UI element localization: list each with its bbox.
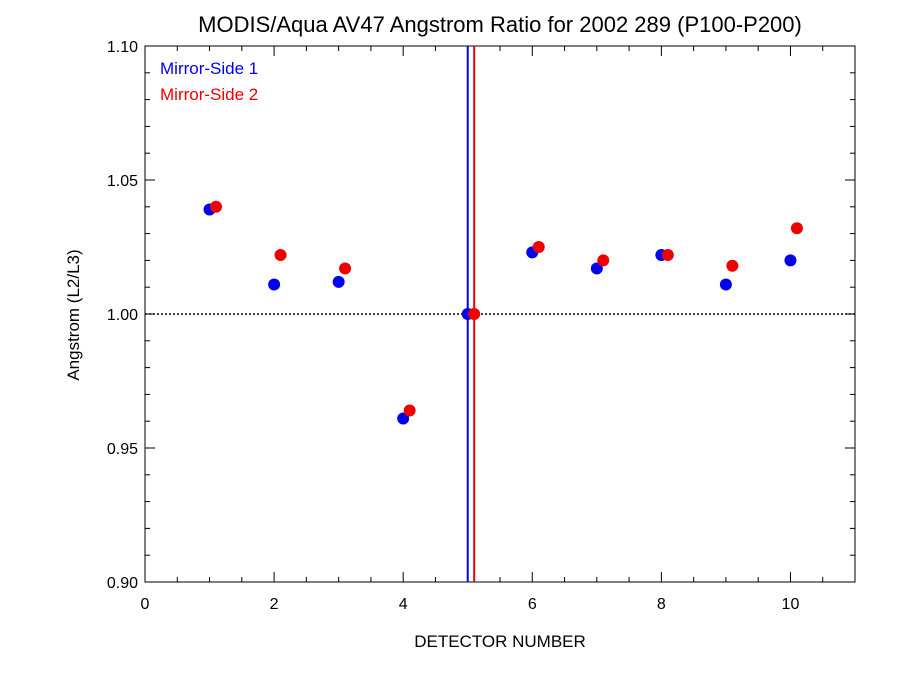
data-point-series-2 [274, 249, 287, 262]
y-tick-label: 0.90 [107, 575, 138, 592]
data-point-series-2 [661, 249, 674, 262]
data-point-series-2 [726, 259, 739, 272]
data-point-series-1 [397, 412, 410, 425]
x-tick-label: 2 [270, 596, 279, 613]
data-point-series-1 [719, 278, 732, 291]
data-point-series-2 [468, 308, 481, 320]
x-tick-label: 8 [657, 596, 666, 613]
plot-frame [144, 45, 856, 583]
y-tick-label: 1.10 [107, 39, 138, 56]
axis-ticks: 0 2 4 6 8 10 0.90 0.95 1.00 1.05 1.10 [107, 39, 856, 613]
x-tick-label: 10 [782, 596, 800, 613]
data-point-series-2 [790, 222, 803, 235]
data-point-series-1 [590, 262, 603, 275]
data-point-series-1 [784, 254, 797, 267]
legend-entry: Mirror-Side 1 [160, 59, 258, 78]
chart-title: MODIS/Aqua AV47 Angstrom Ratio for 2002 … [198, 12, 802, 37]
data-point-series-2 [339, 262, 352, 275]
x-tick-label: 6 [528, 596, 537, 613]
data-point-series-2 [532, 241, 545, 253]
y-tick-label: 1.05 [107, 173, 138, 190]
data-point-series-2 [597, 254, 610, 267]
data-point-series-1 [268, 278, 281, 291]
y-axis-label: Angstrom (L2/L3) [64, 249, 83, 380]
legend: Mirror-Side 1 Mirror-Side 2 [160, 59, 258, 104]
data-point-series-2 [403, 404, 416, 417]
data-points [203, 200, 803, 425]
x-axis-label: DETECTOR NUMBER [414, 632, 586, 651]
legend-entry: Mirror-Side 2 [160, 85, 258, 104]
y-tick-label: 1.00 [107, 307, 138, 324]
x-tick-label: 0 [141, 596, 150, 613]
y-tick-label: 0.95 [107, 441, 138, 458]
x-tick-label: 4 [399, 596, 408, 613]
data-point-series-1 [332, 275, 345, 288]
data-point-series-2 [210, 200, 222, 213]
reference-lines [145, 46, 855, 582]
